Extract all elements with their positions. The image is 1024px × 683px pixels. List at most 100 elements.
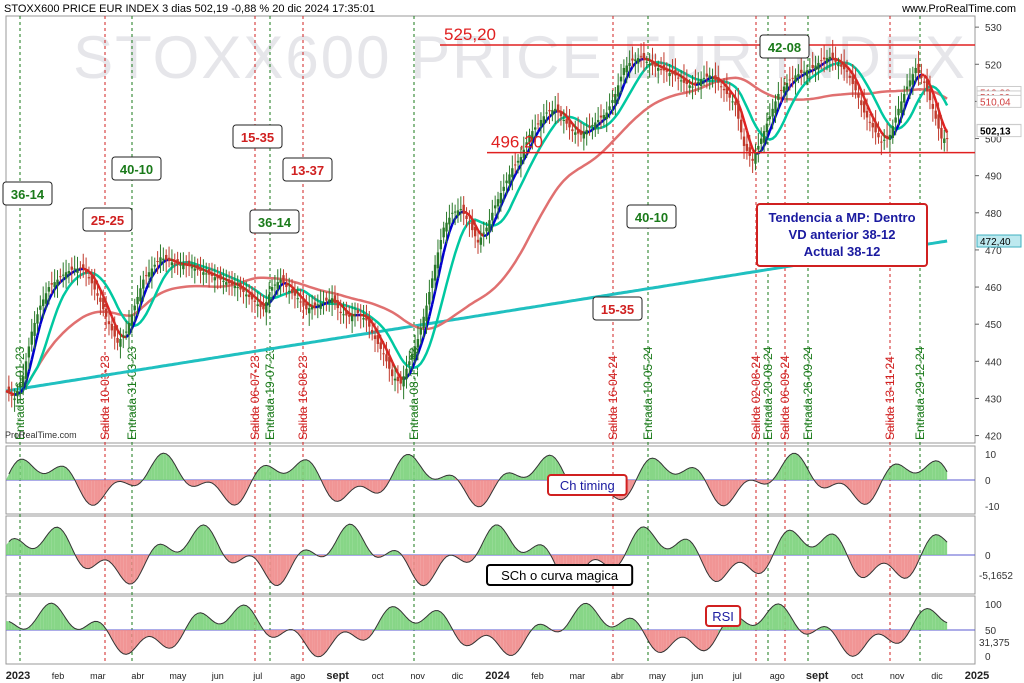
candle-body: [745, 143, 749, 151]
osc-area: [357, 630, 361, 640]
candle-body: [556, 104, 560, 113]
candle-body: [310, 306, 314, 310]
osc-area: [829, 480, 833, 487]
candle-body: [50, 283, 53, 285]
osc-area: [583, 603, 587, 630]
candle-body: [170, 262, 174, 266]
osc-area: [237, 605, 241, 630]
osc-area: [191, 532, 195, 555]
osc-area: [146, 470, 150, 480]
osc-area: [852, 480, 856, 498]
osc-area: [349, 480, 353, 493]
candle-body: [405, 368, 408, 380]
osc-area: [68, 470, 72, 480]
osc-area: [752, 555, 756, 573]
osc-area: [395, 464, 398, 480]
candle-body: [290, 289, 294, 294]
candle-body: [167, 257, 171, 262]
level-label: 525,20: [444, 25, 496, 44]
osc-area: [878, 555, 882, 566]
osc-area: [855, 555, 859, 576]
osc-area: [932, 460, 936, 480]
osc-area: [898, 464, 902, 480]
osc-area: [337, 532, 341, 555]
osc-axis-label: 0: [985, 476, 991, 487]
osc-area: [652, 458, 656, 480]
osc-area: [509, 630, 513, 656]
candle-body: [433, 264, 437, 281]
osc-area: [629, 618, 633, 630]
osc-area: [652, 630, 656, 651]
osc-area: [117, 555, 121, 576]
candle-body: [888, 134, 892, 141]
candle-body: [47, 287, 51, 292]
osc-area: [46, 532, 49, 555]
candle-body: [771, 108, 774, 117]
osc-area: [809, 546, 813, 555]
osc-area: [8, 468, 12, 480]
watermark: STOXX600 PRICE EUR INDEX: [73, 24, 967, 91]
osc-area: [472, 630, 476, 644]
candle-body: [67, 270, 71, 274]
candle-body: [282, 275, 285, 284]
osc-area: [134, 630, 138, 649]
osc-area: [666, 630, 670, 650]
candle-body: [213, 277, 217, 281]
osc-area: [314, 467, 318, 480]
annotations: 36-14 25-25 40-10 15-35 36-14 13-37 40-10 15-35…: [2, 34, 928, 627]
brand-link[interactable]: www.ProRealTime.com: [902, 3, 1016, 15]
candle-body: [136, 296, 139, 305]
osc-area: [415, 622, 418, 630]
osc-area: [452, 475, 456, 480]
osc-area: [289, 555, 293, 571]
osc-area: [500, 630, 504, 652]
osc-area: [941, 619, 945, 630]
osc-area: [309, 460, 313, 480]
osc-area: [226, 555, 230, 562]
osc-area: [369, 480, 373, 492]
osc-area: [77, 480, 81, 492]
osc-area: [6, 473, 9, 480]
candle-body: [619, 76, 623, 82]
osc-area: [892, 555, 896, 572]
osc-area: [675, 473, 679, 480]
candle-body: [923, 81, 926, 83]
candle-body: [456, 210, 460, 217]
osc-area: [498, 630, 501, 648]
osc-area: [589, 604, 593, 630]
osc-area: [898, 555, 902, 578]
osc-area: [889, 555, 893, 569]
osc-area: [486, 530, 490, 555]
osc-area: [194, 480, 198, 487]
osc-area: [895, 630, 899, 644]
candles: [7, 39, 949, 412]
candle-body: [196, 265, 199, 270]
osc-last-value: 31,375: [979, 638, 1010, 649]
osc-area: [629, 538, 633, 555]
candle-body: [345, 310, 348, 316]
candle-body: [193, 268, 196, 271]
osc-area: [729, 555, 733, 570]
osc-area: [867, 555, 870, 577]
level-label: 496,20: [491, 133, 543, 152]
osc-area: [695, 630, 699, 649]
osc-area: [6, 620, 9, 630]
candle-body: [688, 85, 691, 88]
osc-area: [815, 543, 819, 555]
trend-line: Actual 38-12: [804, 244, 881, 259]
osc-area: [669, 547, 673, 555]
x-tick-label: abr: [611, 671, 624, 681]
x-tick-label: may: [169, 671, 187, 681]
osc-area: [375, 480, 378, 494]
candle-body: [651, 60, 654, 66]
candle-body: [436, 252, 440, 269]
candle-body: [419, 327, 422, 335]
candle-body: [368, 317, 371, 327]
price-label-box: [976, 124, 1022, 138]
signal-date-label: Entrada 29-12-24: [913, 346, 927, 440]
osc-area: [143, 555, 147, 568]
candle-body: [265, 301, 268, 313]
candle-body: [233, 285, 237, 289]
osc-area: [689, 630, 693, 644]
